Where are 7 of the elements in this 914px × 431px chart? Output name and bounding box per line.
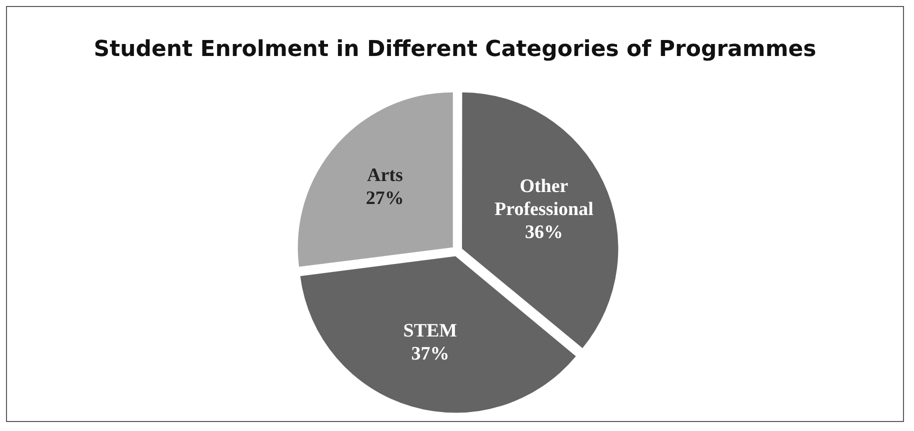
chart-title: Student Enrolment in Different Categories of Programmes [92, 37, 818, 62]
slice-label: STEM [403, 320, 458, 342]
data-label: 37% [411, 344, 450, 365]
slice-label: Other Professional [494, 176, 594, 220]
slice-label: Arts [366, 164, 403, 186]
data-label: 27% [366, 188, 404, 209]
data-label: 36% [524, 222, 563, 243]
